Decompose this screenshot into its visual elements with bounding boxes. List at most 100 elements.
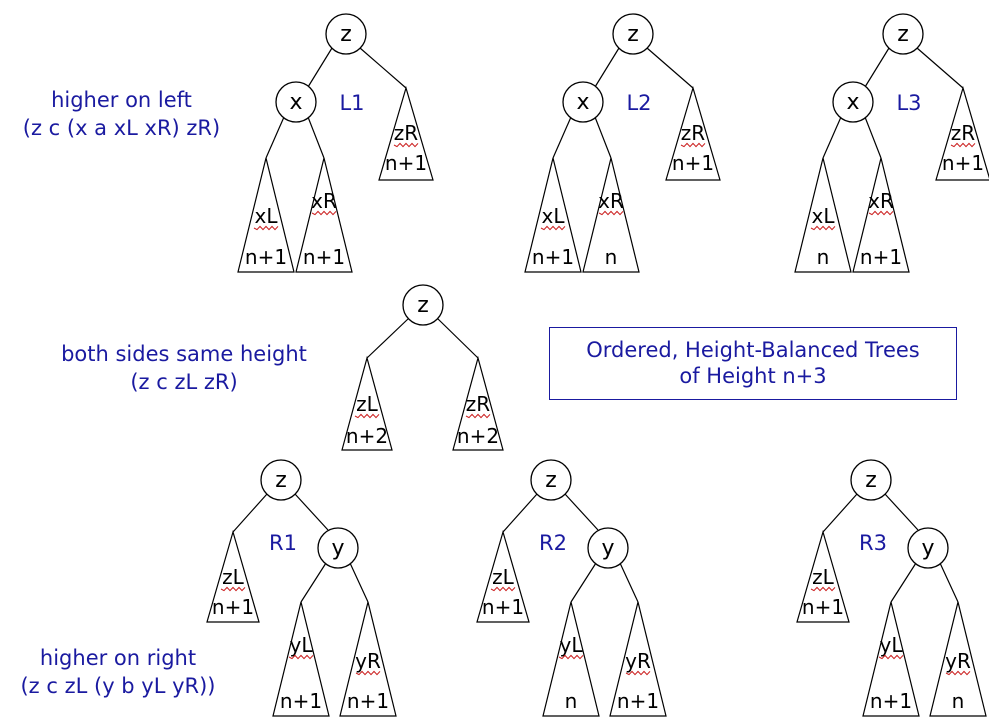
tree-l2-subtree-mid-name: xR — [598, 189, 624, 213]
tree-balanced-subtree-left-height: n+2 — [346, 424, 388, 448]
tree-balanced-edge-right — [436, 317, 479, 359]
tree-l2-subtree-right — [665, 85, 721, 181]
tree-l3-child-label: x — [846, 90, 859, 115]
tree-r2-subtree-right-name-underline — [625, 670, 651, 676]
tree-l3-subtree-mid-height: n+1 — [860, 245, 902, 269]
tree-balanced-root — [402, 284, 444, 326]
tree-r2-subtree-left-name: zL — [492, 565, 514, 589]
tree-r2-edge-root-child — [564, 493, 599, 531]
tree-r1-subtree-left-name-underline — [220, 586, 246, 592]
tree-l1-subtree-left-name-underline — [253, 225, 279, 231]
tree-r2-subtree-mid-name: yL — [560, 633, 584, 657]
tree-l1-root — [325, 13, 367, 55]
tree-l2-edge-root-right — [646, 47, 694, 89]
tree-r1-case-label: R1 — [269, 531, 297, 555]
tree-r3-root — [850, 459, 892, 501]
tree-l1-subtree-mid-name: xR — [311, 189, 337, 213]
tree-l2-edge-root-child — [594, 47, 620, 88]
tree-l1-edge-root-child — [307, 47, 333, 88]
caption-left-heavy: higher on left (z c (x a xL xR) zR) — [4, 86, 239, 142]
tree-r3-subtree-right-height: n — [952, 689, 965, 713]
tree-l3-subtree-left — [794, 157, 852, 273]
caption-right-heavy-line2: (z c zL (y b yL yR)) — [20, 674, 216, 698]
tree-l1-edge-child-left — [265, 116, 285, 159]
tree-l2-root-label: z — [627, 22, 639, 47]
tree-l1-subtree-right-height: n+1 — [385, 151, 427, 175]
tree-r3-case-label: R3 — [859, 531, 887, 555]
tree-r2-subtree-left-name-underline — [490, 586, 516, 592]
tree-l3-subtree-right — [935, 85, 989, 181]
tree-l1-root-label: z — [340, 22, 352, 47]
tree-balanced-subtree-right-height: n+2 — [457, 424, 499, 448]
tree-r3-subtree-mid-name-underline — [878, 654, 904, 660]
title-line2: of Height n+3 — [679, 364, 827, 388]
tree-r1-subtree-right-name: yR — [355, 649, 381, 673]
tree-r2-root-label: z — [545, 468, 557, 493]
tree-r2-subtree-right-name: yR — [625, 649, 651, 673]
caption-left-heavy-line2: (z c (x a xL xR) zR) — [22, 116, 221, 140]
tree-l3-root — [882, 13, 924, 55]
tree-r3-subtree-left-name: zL — [812, 565, 834, 589]
title-box: Ordered, Height-Balanced Trees of Height… — [549, 327, 957, 400]
tree-r2-root — [530, 459, 572, 501]
tree-r1-edge-root-left — [232, 493, 268, 533]
caption-left-heavy-line1: higher on left — [51, 88, 192, 112]
tree-r1-subtree-mid-name: yL — [290, 633, 314, 657]
caption-right-heavy-line1: higher on right — [39, 646, 197, 670]
tree-l3-subtree-left-name: xL — [812, 204, 836, 228]
tree-r1-subtree-right-name-underline — [355, 670, 381, 676]
tree-r3-subtree-mid-height: n+1 — [870, 689, 912, 713]
tree-l1-subtree-mid-name-underline — [311, 210, 337, 216]
tree-r3-root-label: z — [865, 468, 877, 493]
tree-l1-subtree-right-name: zR — [394, 121, 418, 145]
tree-l2-subtree-mid — [582, 157, 640, 273]
tree-l3-subtree-right-name-underline — [950, 142, 976, 148]
tree-r3-edge-child-left — [890, 562, 917, 603]
tree-r1-subtree-mid-height: n+1 — [280, 689, 322, 713]
tree-r3-subtree-right — [929, 601, 987, 717]
tree-l2-subtree-left-name: xL — [542, 204, 566, 228]
tree-l3-subtree-right-name: zR — [951, 121, 975, 145]
tree-l3-edge-child-right — [864, 116, 882, 159]
tree-r2-subtree-mid — [542, 601, 600, 717]
tree-r3-edge-root-left — [822, 493, 858, 533]
tree-r1-subtree-right-height: n+1 — [347, 689, 389, 713]
tree-l2-child — [562, 81, 604, 123]
tree-r1-edge-child-right — [349, 562, 369, 603]
tree-l1-edge-root-right — [359, 47, 407, 89]
tree-r1-child — [317, 527, 359, 569]
tree-r2-subtree-mid-name-underline — [558, 654, 584, 660]
tree-r1-subtree-left-height: n+1 — [212, 595, 254, 619]
title-line1: Ordered, Height-Balanced Trees — [586, 338, 920, 362]
tree-l1-case-label: L1 — [339, 91, 364, 115]
tree-l2-subtree-mid-height: n — [605, 245, 618, 269]
tree-balanced-root-label: z — [417, 293, 429, 318]
tree-l3-edge-root-right — [916, 47, 964, 89]
tree-l2-subtree-left-name-underline — [540, 225, 566, 231]
tree-l2-subtree-right-height: n+1 — [672, 151, 714, 175]
tree-l2-edge-child-right — [594, 116, 612, 159]
tree-r1-subtree-right — [339, 601, 397, 717]
tree-l3-subtree-left-height: n — [817, 245, 830, 269]
caption-balanced-line2: (z c zL zR) — [130, 370, 238, 394]
tree-balanced-subtree-left — [341, 355, 393, 451]
tree-l1-subtree-left-height: n+1 — [245, 245, 287, 269]
tree-r1-subtree-left-name: zL — [222, 565, 244, 589]
tree-l1-subtree-right-name-underline — [393, 142, 419, 148]
tree-r2-subtree-left-height: n+1 — [482, 595, 524, 619]
tree-r2-subtree-mid-height: n — [565, 689, 578, 713]
tree-r2-edge-child-right — [619, 562, 639, 603]
tree-r2-edge-child-left — [570, 562, 597, 603]
tree-r2-subtree-right — [609, 601, 667, 717]
tree-r3-subtree-mid-name: yL — [880, 633, 904, 657]
tree-r3-child-label: y — [921, 536, 934, 561]
tree-l1-child-label: x — [289, 90, 302, 115]
tree-l1-child — [275, 81, 317, 123]
tree-l2-subtree-left — [524, 157, 582, 273]
tree-l2-root — [612, 13, 654, 55]
tree-l2-case-label: L2 — [626, 91, 651, 115]
tree-l3-subtree-mid-name: xR — [868, 189, 894, 213]
tree-l1-edge-child-right — [307, 116, 325, 159]
tree-r1-subtree-left — [206, 529, 260, 623]
